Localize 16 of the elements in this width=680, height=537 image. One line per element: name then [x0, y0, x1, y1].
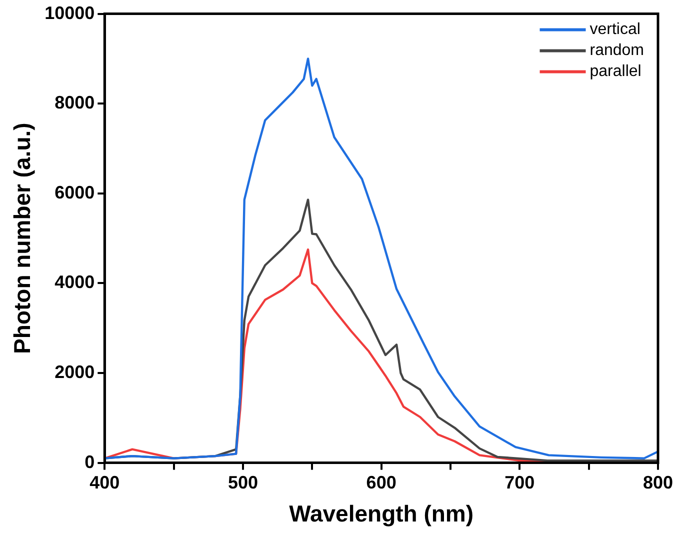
y-tick-label: 0 [84, 452, 95, 472]
x-tick-label: 600 [366, 472, 396, 493]
x-tick-label: 700 [504, 472, 535, 493]
x-tick-label: 500 [228, 472, 258, 493]
legend-label: random [590, 42, 644, 60]
y-axis-title: Photon number (a.u.) [9, 122, 36, 354]
y-tick-label: 2000 [54, 362, 95, 382]
legend-label: vertical [590, 21, 640, 38]
x-tick-label: 400 [90, 472, 120, 493]
y-tick-label: 10000 [44, 2, 95, 23]
y-tick-label: 8000 [54, 92, 95, 113]
legend-label: parallel [590, 63, 642, 80]
x-tick-label: 800 [642, 472, 674, 493]
y-tick-label: 6000 [54, 182, 95, 202]
x-axis-title: Wavelength (nm) [289, 500, 474, 527]
y-tick-label: 4000 [54, 272, 95, 292]
